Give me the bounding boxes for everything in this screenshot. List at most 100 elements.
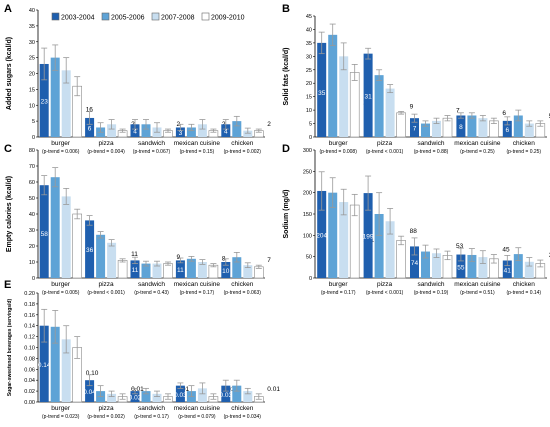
panel-b-bar <box>396 112 406 138</box>
panel-d-data-label: 204 <box>316 232 327 239</box>
panel-b-y-tick-label: 25 <box>306 68 312 74</box>
panel-d-x-tick-label: burger <box>329 281 349 288</box>
panel-e-x-tick-label: burger <box>51 405 71 412</box>
legend-label: 2009-2010 <box>211 15 245 22</box>
panel-c-x-tick-label: pizza <box>99 281 115 288</box>
panel-b-data-label: 7 <box>456 107 460 114</box>
panel-c-bar <box>85 220 95 278</box>
panel-e-y-tick-label: 0.12 <box>24 335 35 341</box>
panel-d-y-tick-label: 50 <box>306 255 312 261</box>
panel-c-ptrend-label: (p-trend = 0.005) <box>42 290 80 296</box>
panel-e-x-tick-label: chicken <box>231 405 253 412</box>
panel-b-data-label: 31 <box>364 93 372 100</box>
panel-b-data-label: 35 <box>318 90 326 97</box>
panel-b-bar <box>513 115 523 137</box>
panel-b-bar <box>478 118 488 137</box>
panel-b-ptrend-label: (p-trend = 0.25) <box>460 149 495 155</box>
panel-e-data-label: 0.14 <box>38 362 51 369</box>
panel-a-y-tick-label: 30 <box>29 40 35 46</box>
panel-c-data-label: 58 <box>41 231 49 238</box>
panel-a-x-tick-label: chicken <box>231 140 253 147</box>
panel-c-y-tick-label: 60 <box>29 180 35 186</box>
panel-d-y-tick-label: 250 <box>303 169 312 175</box>
legend-label: 2005-2006 <box>111 15 145 22</box>
panel-b-y-tick-label: 20 <box>306 81 312 87</box>
panel-e-y-tick-label: 0.10 <box>24 346 35 352</box>
panel-b-data-label: 6 <box>505 127 509 134</box>
panel-b-y-tick-label: 0 <box>309 135 312 141</box>
panel-b-x-tick-label: chicken <box>513 140 535 147</box>
panel-b-x-tick-label: burger <box>329 140 349 147</box>
panel-c-bar <box>141 263 151 278</box>
panel-d-bar <box>410 246 419 278</box>
panel-a-bar <box>197 124 207 137</box>
panel-e-bar <box>152 393 162 402</box>
panel-d-bar <box>432 253 441 278</box>
panel-c-bar <box>117 260 128 279</box>
panel-a-letter: A <box>4 3 12 15</box>
panel-a-y-tick-label: 10 <box>29 103 35 109</box>
panel-d-x-tick-label: mexican cuisine <box>454 281 501 288</box>
panel-c-x-tick-label: burger <box>51 281 71 288</box>
panel-e-data-label: 0.04 <box>83 389 96 396</box>
panel-d-bar <box>467 254 477 278</box>
panel-d-bar <box>421 251 430 278</box>
panel-a-y-tick-label: 25 <box>29 56 35 62</box>
panel-e-bar <box>175 385 185 402</box>
panel-d-data-label: 34 <box>549 252 550 259</box>
panel-c-y-tick-label: 40 <box>29 212 35 218</box>
panel-e-y-tick-label: 0.14 <box>24 324 35 330</box>
panel-a-x-tick-label: burger <box>51 140 71 147</box>
panel-e-bar <box>130 391 140 402</box>
panel-b-bar <box>363 53 373 138</box>
panel-a-y-tick-label: 5 <box>32 119 35 125</box>
legend-label: 2003-2004 <box>61 15 95 22</box>
panel-e-y-tick-label: 0.06 <box>24 367 35 373</box>
panel-a-data-label: 3 <box>179 130 183 137</box>
panel-c-bar <box>221 262 231 278</box>
panel-e-data-label: 0.01 <box>131 386 144 393</box>
panel-c-data-label: 9 <box>177 254 181 261</box>
panel-c-bar <box>197 262 207 278</box>
panel-d-ptrend-label: (p-trend = 0.19) <box>414 290 449 296</box>
panel-d-bar <box>524 261 534 278</box>
panel-d-data-label: 53 <box>456 243 464 250</box>
panel-a-y-tick-label: 0 <box>32 135 35 141</box>
panel-a-bar <box>130 124 140 137</box>
panel-e-y-tick-label: 0.04 <box>24 378 35 384</box>
panel-b-y-tick-label: 5 <box>309 122 312 128</box>
panel-d-x-tick-label: sandwich <box>417 281 444 288</box>
panel-e-ptrend-label: (p-trend = 0.17) <box>134 414 169 420</box>
panel-b-ptrend-label: (p-trend < 0.001) <box>366 149 404 155</box>
panel-d-bar <box>374 214 384 278</box>
panel-b-ptrend-label: (p-trend = 0.25) <box>506 149 541 155</box>
panel-c-letter: C <box>4 143 12 155</box>
panel-c-y-tick-label: 30 <box>29 228 35 234</box>
panel-e-x-tick-label: pizza <box>99 405 115 412</box>
panel-c-data-label: 11 <box>132 267 139 274</box>
panel-e-bar <box>39 325 49 402</box>
panel-c-data-label: 7 <box>267 257 271 264</box>
panel-b-bar <box>421 123 430 137</box>
panel-c-bar <box>186 258 196 278</box>
panel-e-data-label: 0.03 <box>219 392 232 399</box>
panel-b-bar <box>328 34 338 138</box>
panel-b-x-tick-label: sandwich <box>417 140 444 147</box>
panel-d-bar <box>385 221 395 278</box>
panel-d-bar <box>502 260 512 278</box>
panel-c-bar <box>243 265 253 278</box>
panel-b-y-tick-label: 15 <box>306 95 312 101</box>
panel-b-bar <box>374 75 384 137</box>
panel-a-data-label: 6 <box>88 125 92 132</box>
panel-d-bar <box>317 190 327 278</box>
panel-e-data-label: 0.10 <box>86 370 99 377</box>
legend-swatch <box>101 12 110 21</box>
panel-e-bar <box>61 339 71 402</box>
panel-a-ptrend-label: (p-trend = 0.15) <box>180 149 215 155</box>
panel-e-y-tick-label: 0.16 <box>24 313 35 319</box>
panel-b-y-tick-label: 45 <box>306 14 312 20</box>
panel-c-ptrend-label: (p-trend = 0.17) <box>180 290 215 296</box>
panel-a-x-tick-label: sandwich <box>138 140 165 147</box>
panel-e-data-label: 0.02 <box>129 395 142 402</box>
